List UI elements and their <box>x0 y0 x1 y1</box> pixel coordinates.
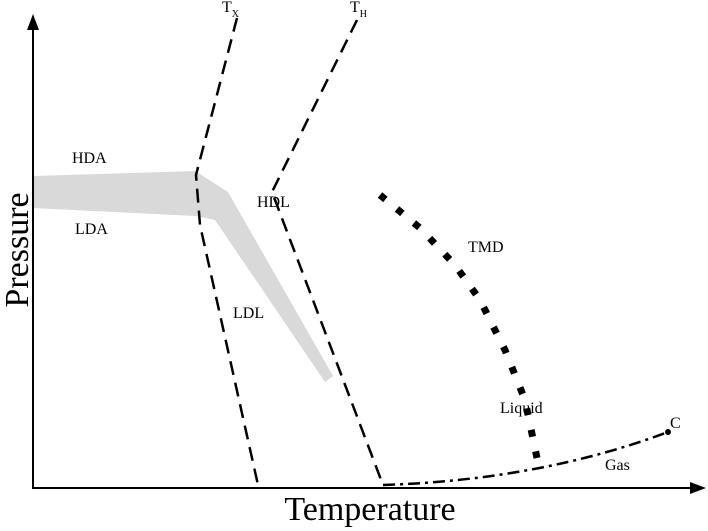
hda-label: HDA <box>72 150 107 167</box>
amorphous-transition-band <box>33 171 333 382</box>
th-line <box>270 19 385 486</box>
critical-point <box>665 429 671 435</box>
hdl-label: HDL <box>257 194 290 211</box>
th-label: TH <box>350 0 367 20</box>
tx-line <box>194 17 260 486</box>
tmd-line <box>377 192 541 459</box>
th-sub: H <box>360 9 367 20</box>
th-main: T <box>350 0 360 16</box>
liquid-label: Liquid <box>500 400 543 417</box>
critical-point-label: C <box>670 415 681 432</box>
tmd-label: TMD <box>468 239 504 256</box>
y-axis-arrow <box>27 14 39 30</box>
liquid-gas-line <box>382 430 669 487</box>
ldl-label: LDL <box>233 305 264 322</box>
x-axis-title: Temperature <box>284 491 455 528</box>
x-axis-arrow <box>690 482 706 494</box>
tx-main: T <box>222 0 232 16</box>
lda-label: LDA <box>75 221 108 238</box>
tx-sub: X <box>232 9 240 20</box>
y-axis-title: Pressure <box>0 192 36 307</box>
gas-label: Gas <box>605 457 630 474</box>
tx-label: TX <box>222 0 240 20</box>
